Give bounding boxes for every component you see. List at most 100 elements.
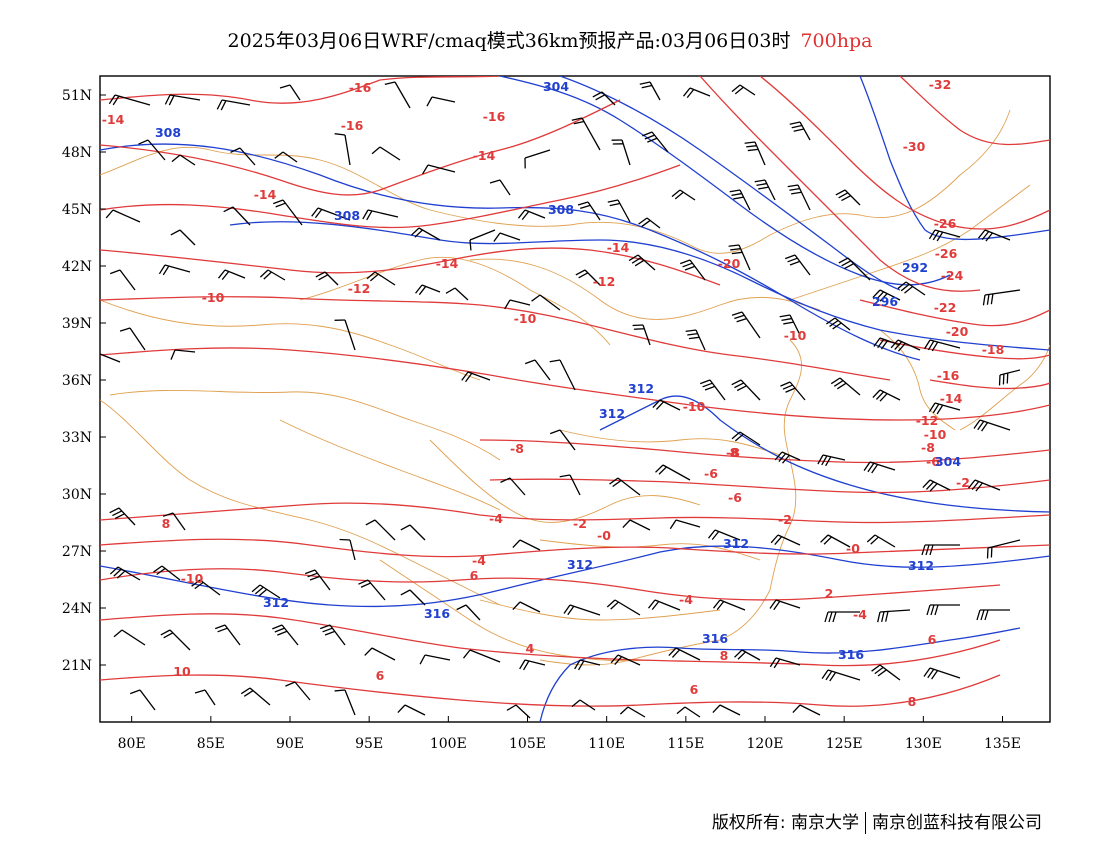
temperature-contour-label: -2 <box>778 512 792 527</box>
wind-barb-icon <box>628 254 656 271</box>
wind-barb-icon <box>682 87 711 99</box>
wind-barb-icon <box>820 534 851 548</box>
wind-barb-icon <box>835 189 861 206</box>
credit-right: 南京创蓝科技有限公司 <box>872 813 1042 833</box>
wind-barb-icon <box>426 96 456 107</box>
temperature-contour-label: -22 <box>934 300 957 315</box>
temperature-contour-label: -14 <box>607 240 630 255</box>
wind-barb-icon <box>872 389 901 402</box>
wind-barb-icon <box>251 584 281 599</box>
temp-contour-16 <box>899 76 1050 146</box>
wind-barb-icon <box>986 539 1021 559</box>
temperature-contour-label: 8 <box>730 445 739 460</box>
height-contour-label: 312 <box>599 406 625 421</box>
wind-barb-icon <box>872 289 901 302</box>
wind-barb-icon <box>967 479 1001 492</box>
temperature-contour-label: -8 <box>726 445 740 460</box>
temperature-contour-label: 8 <box>720 648 729 663</box>
wind-barb-icon <box>830 377 861 396</box>
temperature-contour-label: -18 <box>982 342 1005 357</box>
temp-contour-10 <box>100 538 1050 558</box>
guangxi-boundary <box>479 599 721 621</box>
wind-barb-icon <box>774 451 801 464</box>
wind-barb-icon <box>817 454 846 467</box>
wind-barb-icon <box>779 314 801 336</box>
temperature-contour-label: -0 <box>846 541 860 556</box>
wind-barb-icon <box>575 269 601 286</box>
temperature-contour-label: -10 <box>202 290 225 305</box>
wind-barb-icon <box>362 209 399 221</box>
wind-barb-icon <box>334 319 356 351</box>
wind-barb-icon <box>549 429 576 451</box>
wind-barbs <box>100 81 1021 719</box>
temp-contour-4 <box>100 247 721 286</box>
height-contour-312-south <box>100 545 1050 608</box>
wind-barb-icon <box>164 94 201 106</box>
wind-barb-icon <box>109 507 136 526</box>
height-contour-308 <box>229 221 1050 351</box>
wind-barb-icon <box>274 151 298 163</box>
credit-left: 版权所有: 南京大学 <box>711 813 859 833</box>
temperature-contour-label: -10 <box>784 328 807 343</box>
temperature-contour-label: -26 <box>934 216 957 231</box>
wind-barb-icon <box>158 264 191 276</box>
wind-barb-icon <box>734 649 761 661</box>
temperature-contour-label: -16 <box>937 368 960 383</box>
temperature-contour-label: -14 <box>940 391 963 406</box>
wind-barb-icon <box>319 624 346 646</box>
wind-barb-icon <box>922 479 951 492</box>
x-tick-label: 115E <box>667 736 704 752</box>
title-level: 700hpa <box>800 30 873 52</box>
wind-barb-icon <box>926 604 960 616</box>
wind-barb-icon <box>108 94 151 106</box>
wind-barb-icon <box>339 538 356 561</box>
wind-barb-icon <box>519 659 546 671</box>
wind-barb-icon <box>366 271 396 286</box>
wind-barb-icon <box>461 371 491 383</box>
y-tick-label: 36N <box>62 373 92 389</box>
x-tick-label: 110E <box>588 736 625 752</box>
inner-mongolia-boundary <box>469 258 821 320</box>
japan-coast <box>959 344 1050 431</box>
wind-barb-icon <box>998 369 1021 386</box>
south-coast <box>539 589 771 666</box>
wind-barb-icon <box>655 464 691 481</box>
wind-barb-icon <box>493 232 521 242</box>
height-contour-312 <box>599 395 1050 513</box>
wind-barb-icon <box>217 269 246 281</box>
temp-contour-11 <box>100 568 1001 601</box>
wind-barb-icon <box>592 91 616 106</box>
wind-barb-icon <box>119 327 146 351</box>
wind-barb-icon <box>607 199 631 223</box>
map-frame <box>99 75 1051 723</box>
northeast-boundary <box>789 184 1031 301</box>
temperature-contour-label: -20 <box>718 256 741 271</box>
wind-barb-icon <box>445 287 469 301</box>
wind-barb-icon <box>170 349 196 360</box>
temperature-contour-label: 6 <box>470 568 479 583</box>
country-border-west <box>100 399 501 606</box>
temp-contour-1 <box>100 76 501 104</box>
temperature-contours <box>100 76 1050 707</box>
y-tick-label: 48N <box>62 145 92 161</box>
temp-contour-8 <box>489 478 1050 494</box>
wind-barb-icon <box>728 244 751 271</box>
temp-contour-13 <box>100 674 1001 707</box>
height-contour-label: 312 <box>908 558 934 573</box>
wind-barb-icon <box>699 379 726 401</box>
wind-barb-icon <box>976 609 1010 621</box>
temperature-contour-label: -14 <box>102 112 125 127</box>
wind-barb-icon <box>712 599 746 611</box>
wind-barb-icon <box>191 579 221 596</box>
wind-barb-icon <box>113 629 146 646</box>
wind-barb-icon <box>512 539 541 551</box>
wind-barb-icon <box>789 121 811 141</box>
temperature-contour-label: -14 <box>473 148 496 163</box>
wind-barb-icon <box>415 284 441 296</box>
wind-barb-icon <box>162 512 186 531</box>
temperature-contour-label: 6 <box>690 682 699 697</box>
wind-barb-icon <box>571 699 596 711</box>
height-contour-label: 312 <box>263 595 289 610</box>
temperature-contour-label: -14 <box>436 256 459 271</box>
